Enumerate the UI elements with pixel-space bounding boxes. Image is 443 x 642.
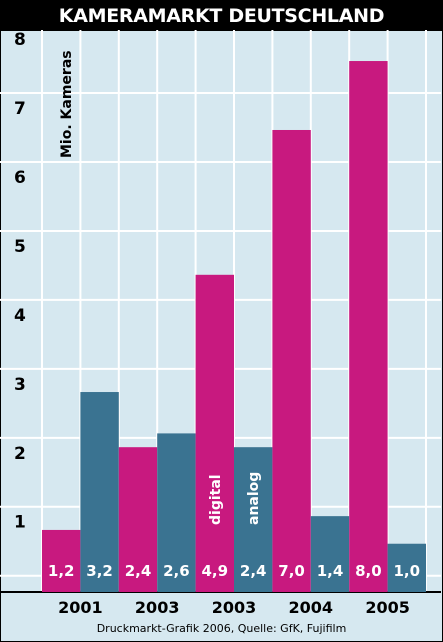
data-label: 1,4 <box>317 562 344 580</box>
data-label: 4,9 <box>202 562 229 580</box>
y-tick-label: 5 <box>14 237 26 257</box>
data-label: 2,6 <box>163 562 190 580</box>
bar-analog <box>234 447 273 592</box>
y-ticks: 1 2 3 4 5 6 7 8 <box>14 30 26 533</box>
data-label: 2,4 <box>240 562 267 580</box>
x-tick-label: 2003 <box>212 598 257 617</box>
bar-digital <box>118 447 158 592</box>
legend-analog: analog <box>246 472 262 525</box>
y-axis-label: Mio. Kameras <box>59 50 75 158</box>
data-label: 1,2 <box>48 562 75 580</box>
source-credit: Druckmarkt-Grafik 2006, Quelle: GfK, Fuj… <box>96 622 347 635</box>
x-tick-label: 2003 <box>135 598 180 617</box>
x-tick-label: 2005 <box>365 598 410 617</box>
y-tick-label: 4 <box>14 306 26 326</box>
y-tick-label: 8 <box>14 30 26 50</box>
bars: 1,2 3,2 2,4 2,6 4,9 2,4 7,0 1,4 8,0 1,0 digital ana… <box>42 61 426 592</box>
y-tick-label: 1 <box>14 513 26 533</box>
bar-digital <box>42 529 81 592</box>
bar-digital <box>195 274 234 592</box>
data-label: 2,4 <box>125 562 152 580</box>
y-tick-label: 7 <box>14 99 26 119</box>
x-tick-label: 2001 <box>58 598 103 617</box>
data-label: 7,0 <box>278 562 305 580</box>
y-tick-label: 3 <box>14 375 26 395</box>
bar-analog <box>310 516 350 592</box>
bar-analog <box>80 392 119 592</box>
bar-digital <box>349 61 388 592</box>
x-tick-label: 2004 <box>289 598 334 617</box>
data-label: 3,2 <box>86 562 113 580</box>
y-tick-label: 6 <box>14 168 26 188</box>
bar-digital <box>272 129 311 592</box>
data-label: 1,0 <box>394 562 421 580</box>
x-ticks: 2001 2003 2003 2004 2005 <box>58 598 410 617</box>
legend-digital: digital <box>208 474 224 525</box>
chart-title: KAMERAMARKT DEUTSCHLAND <box>58 5 385 27</box>
bar-analog <box>387 543 426 592</box>
title-bar <box>1 1 442 31</box>
y-tick-label: 2 <box>14 444 26 464</box>
bar-analog <box>157 433 196 592</box>
data-label: 8,0 <box>355 562 382 580</box>
